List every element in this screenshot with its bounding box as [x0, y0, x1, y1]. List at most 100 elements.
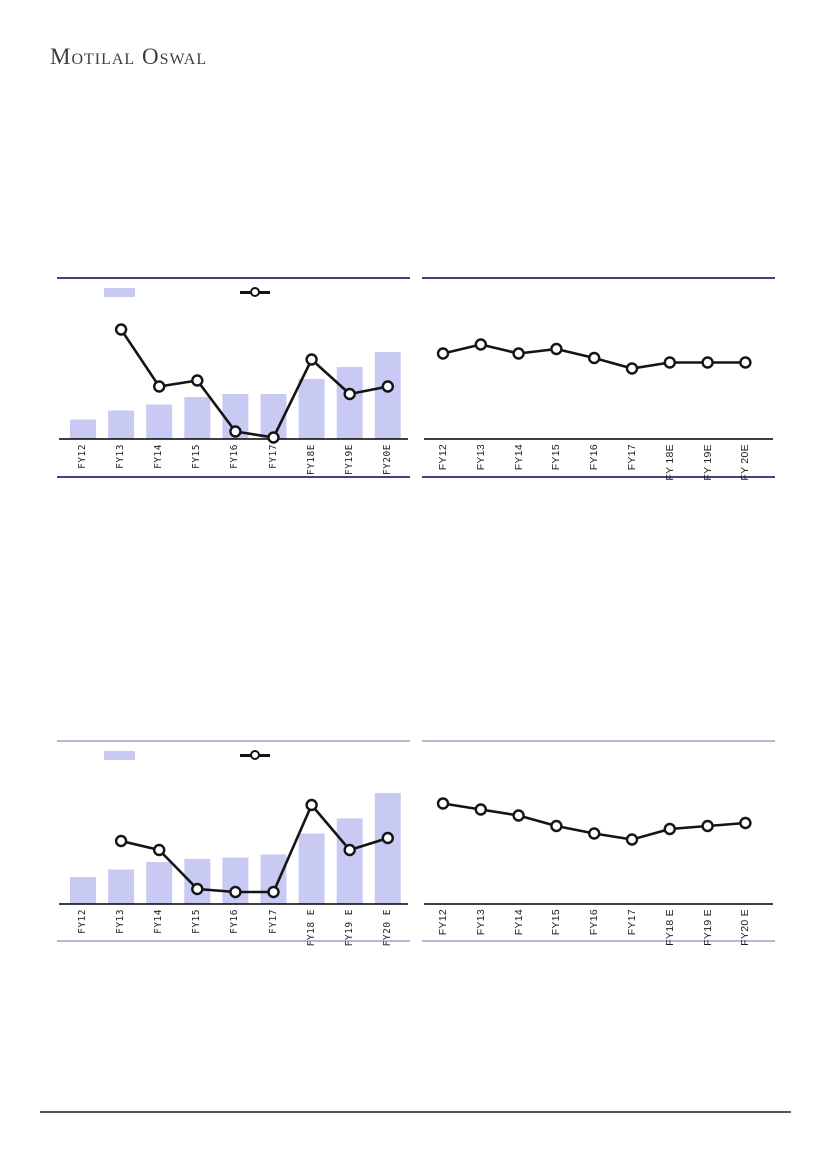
x-axis-label: FY16: [229, 444, 241, 469]
x-axis-label: FY16: [588, 909, 601, 936]
line-marker: [267, 885, 280, 899]
chart-top-left: FY12 FY13 FY14 FY15 FY16 FY17 FY18E FY19E FY20E: [57, 277, 410, 478]
bar: [108, 869, 135, 904]
chart-plot-svg: [424, 797, 773, 905]
line-marker: [343, 387, 356, 401]
line-marker: [663, 822, 677, 836]
bar: [336, 367, 363, 439]
bar: [374, 793, 401, 904]
legend-line-swatch: [240, 287, 270, 297]
bar: [146, 404, 173, 439]
chart-plot-svg: [59, 323, 408, 444]
bar: [298, 379, 325, 439]
x-axis-label: FY13: [474, 444, 487, 471]
chart-bottom-right: FY12 FY13 FY14 FY15 FY16 FY17 FY18 E FY19 E FY20…: [422, 740, 775, 946]
line-marker: [267, 431, 280, 444]
chart-plot-svg: [424, 338, 773, 440]
x-axis-label: FY12: [77, 444, 88, 469]
x-axis-label: FY 19E: [701, 444, 714, 481]
x-axis-label: FY 18E: [663, 444, 676, 481]
x-axis-label: FY18E: [305, 444, 317, 476]
x-axis-label: FY12: [77, 909, 88, 934]
x-axis-label: FY17: [626, 444, 638, 471]
bar: [70, 419, 96, 439]
x-axis-label: FY18 E: [663, 909, 676, 946]
bar: [336, 818, 363, 904]
line-marker: [474, 803, 487, 816]
line-marker: [663, 356, 677, 369]
x-axis-label: FY 20E: [739, 444, 752, 481]
chart-legend: [57, 287, 410, 303]
x-axis-label: FY20 E: [381, 909, 393, 947]
x-axis-label: FY18 E: [305, 909, 317, 947]
line-marker: [739, 356, 752, 369]
bar: [298, 833, 325, 904]
line-marker: [625, 362, 639, 375]
line-marker: [512, 347, 525, 360]
x-axis-label: FY15: [550, 444, 563, 471]
line-marker: [152, 380, 166, 393]
x-axis-label: FY14: [512, 444, 525, 471]
x-axis-label: FY13: [474, 909, 487, 936]
legend-bar-swatch: [104, 288, 135, 297]
x-axis-label: FY12: [437, 444, 449, 471]
x-axis-label: FY20E: [381, 444, 393, 476]
line-marker: [739, 816, 752, 830]
line-marker: [343, 843, 356, 857]
line-marker: [305, 353, 318, 366]
line-marker: [191, 882, 204, 896]
x-axis-label: FY14: [153, 909, 165, 934]
line-marker: [381, 831, 394, 845]
line-marker: [587, 827, 601, 840]
line-marker: [229, 885, 242, 899]
legend-line-swatch: [240, 750, 270, 760]
legend-bar-swatch: [104, 751, 135, 760]
line-marker: [152, 843, 166, 857]
chart-plot-svg: [59, 793, 408, 905]
line-marker: [114, 323, 128, 336]
footer-rule: [40, 1111, 791, 1113]
bar: [146, 862, 173, 904]
bar: [184, 397, 211, 439]
line-series: [120, 328, 389, 439]
bar: [70, 877, 96, 904]
x-axis-label: FY13: [115, 909, 127, 934]
x-axis-label: FY16: [229, 909, 241, 934]
line-marker: [436, 797, 450, 810]
line-marker: [305, 798, 318, 812]
x-axis-label: FY14: [153, 444, 165, 469]
x-axis-label: FY17: [267, 909, 279, 934]
x-axis-label: FY15: [550, 909, 563, 936]
x-axis-label: FY12: [437, 909, 449, 936]
line-marker: [550, 342, 563, 356]
line-marker: [550, 819, 563, 833]
line-marker: [701, 356, 714, 369]
chart-legend: [57, 750, 410, 766]
x-axis-label: FY17: [267, 444, 279, 469]
line-marker: [114, 834, 128, 848]
line-marker: [436, 347, 450, 360]
x-axis-label: FY19 E: [343, 909, 355, 947]
line-marker: [512, 809, 525, 822]
line-series: [120, 803, 389, 894]
line-marker: [474, 338, 487, 351]
line-marker: [625, 833, 639, 846]
legend-marker-dot: [250, 287, 260, 297]
x-axis-label: FY19 E: [701, 909, 714, 946]
x-axis-label: FY15: [191, 444, 203, 469]
x-axis-label: FY13: [115, 444, 127, 469]
x-axis-label: FY16: [588, 444, 601, 471]
chart-top-right: FY12 FY13 FY14 FY15 FY16 FY17 FY 18E FY 19E FY 2…: [422, 277, 775, 481]
x-axis-label: FY15: [191, 909, 203, 934]
line-marker: [701, 819, 714, 833]
line-marker: [191, 374, 204, 387]
x-axis-label: FY17: [626, 909, 638, 936]
bar: [374, 352, 401, 439]
x-axis-label: FY20 E: [739, 909, 752, 946]
legend-marker-dot: [250, 750, 260, 760]
brand-logo: Motilal Oswal: [50, 44, 208, 69]
line-marker: [229, 425, 242, 438]
bar: [108, 410, 135, 439]
line-marker: [381, 380, 394, 393]
